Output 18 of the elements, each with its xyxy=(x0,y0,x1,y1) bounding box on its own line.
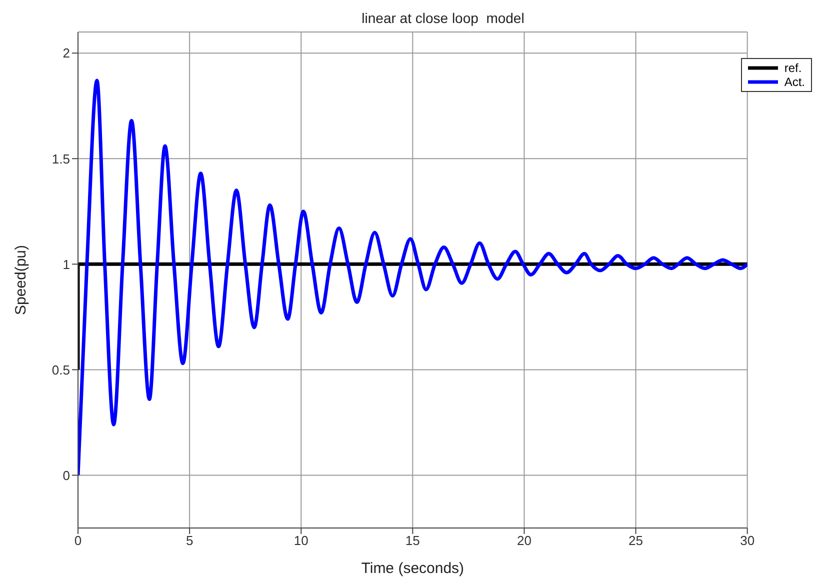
line-series xyxy=(78,78,748,477)
x-tick-label: 10 xyxy=(294,533,308,548)
x-tick-label: 20 xyxy=(516,533,532,548)
x-tick-label: 5 xyxy=(186,533,194,548)
x-tick-label: 15 xyxy=(405,533,420,548)
y-tick-label: 0 xyxy=(62,468,70,483)
y-tick-label: 0.5 xyxy=(52,362,70,378)
legend-label: Act. xyxy=(784,75,805,89)
chart-title: linear at close loop model xyxy=(360,10,526,26)
y-axis-title: Speed(pu) xyxy=(12,244,30,316)
y-tick-label: 2 xyxy=(62,46,70,61)
x-tick-label: 30 xyxy=(740,533,755,548)
x-tick-label: 25 xyxy=(628,533,644,548)
x-axis-title: Time (seconds) xyxy=(361,560,464,577)
x-tick-label: 0 xyxy=(74,533,82,548)
y-tick-label: 1.5 xyxy=(52,151,70,166)
legend-label: ref. xyxy=(784,61,802,75)
y-tick-label: 1 xyxy=(62,256,70,272)
